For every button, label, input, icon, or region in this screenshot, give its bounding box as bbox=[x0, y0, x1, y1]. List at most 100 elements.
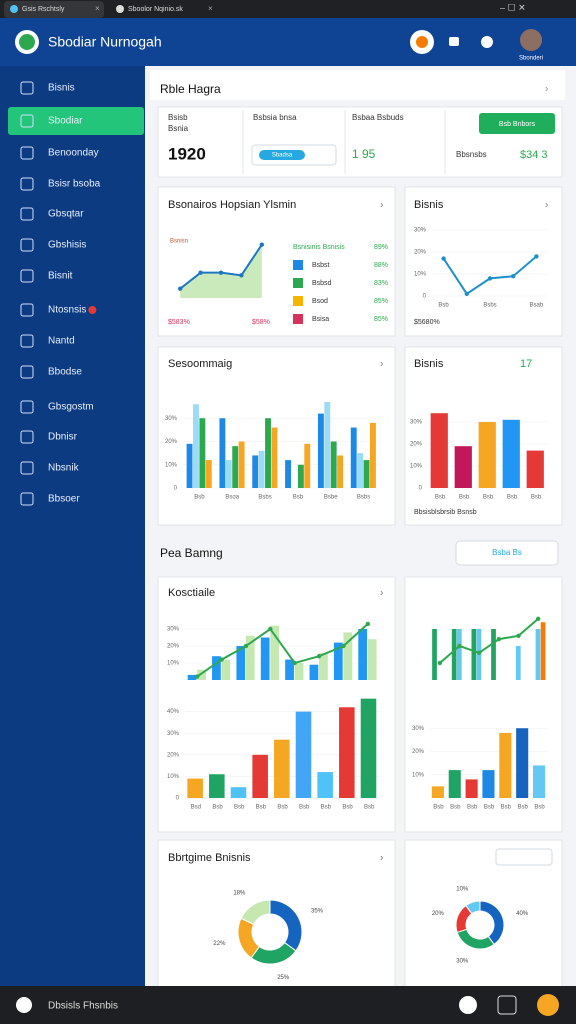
x-tick-label: Bsb bbox=[467, 805, 478, 811]
bar bbox=[526, 450, 544, 488]
icon-button[interactable] bbox=[481, 36, 493, 48]
card bbox=[157, 186, 396, 337]
bar bbox=[357, 453, 364, 488]
point bbox=[476, 650, 482, 655]
nav-item[interactable]: Bsisr bsoba bbox=[48, 179, 101, 190]
bar bbox=[304, 443, 311, 488]
slice-label: 35% bbox=[311, 909, 324, 915]
tab-close[interactable]: × bbox=[95, 4, 100, 13]
nav-item[interactable]: Ntosnsis bbox=[48, 305, 86, 316]
footer-button[interactable] bbox=[459, 996, 477, 1014]
footer-button[interactable] bbox=[537, 994, 559, 1016]
x-tick-label: Bsb bbox=[450, 805, 461, 811]
nav-icon bbox=[20, 207, 34, 221]
chevron: › bbox=[380, 359, 383, 370]
button[interactable] bbox=[479, 113, 555, 134]
bar bbox=[186, 443, 193, 488]
slice-label: 30% bbox=[456, 959, 469, 965]
chevron[interactable]: › bbox=[545, 84, 548, 95]
nav-item[interactable]: Bisnis bbox=[48, 83, 75, 94]
x-tick-label: Bsb bbox=[484, 805, 495, 811]
nav: Bisnis Sbodiar Benoonday Bsisr bsoba Gbsqtar… bbox=[8, 81, 144, 506]
nav-item[interactable]: Bisnit bbox=[48, 271, 73, 282]
point bbox=[496, 637, 502, 642]
area bbox=[180, 244, 262, 298]
footer-button[interactable] bbox=[497, 995, 517, 1015]
slice-label: 10% bbox=[456, 886, 469, 892]
point bbox=[535, 616, 541, 621]
y-tick-label: 10% bbox=[167, 774, 180, 780]
bar bbox=[343, 632, 353, 680]
y-tick-label: 20% bbox=[165, 439, 178, 445]
legend-swatch bbox=[293, 314, 303, 324]
bar bbox=[238, 441, 245, 488]
nav-item[interactable]: Bbsoer bbox=[48, 494, 80, 505]
window-controls[interactable]: – ☐ ✕ bbox=[500, 2, 526, 12]
nav-item[interactable]: Dbnisr bbox=[48, 432, 78, 443]
y-tick-label: 0 bbox=[423, 294, 427, 300]
x-tick-label: Bsb bbox=[438, 303, 449, 309]
summary-header bbox=[150, 70, 565, 100]
tab[interactable] bbox=[4, 1, 104, 18]
bar bbox=[197, 669, 206, 680]
chart-title: Bbrtgime Bnisnis bbox=[168, 852, 251, 864]
y-tick-label: 20% bbox=[410, 442, 423, 448]
y-tick-label: 30% bbox=[165, 416, 178, 422]
nav-item[interactable]: Gbsqtar bbox=[48, 209, 84, 220]
chart-footer: $5680% bbox=[414, 319, 440, 326]
bar bbox=[252, 754, 268, 798]
y-tick-label: 20% bbox=[412, 749, 425, 755]
nav-icon bbox=[20, 146, 34, 160]
stat-label: Bbsnsbs bbox=[456, 150, 487, 159]
logo bbox=[19, 34, 35, 50]
bar bbox=[205, 460, 212, 488]
nav-item[interactable]: Bbodse bbox=[48, 367, 82, 378]
point bbox=[259, 242, 264, 247]
legend-value: 83% bbox=[374, 280, 388, 287]
y-tick-label: 0 bbox=[419, 486, 423, 492]
y-tick-label: 30% bbox=[414, 228, 427, 234]
point bbox=[243, 643, 249, 649]
bar bbox=[309, 664, 319, 680]
x-tick-label: Bsb bbox=[277, 805, 288, 811]
x-tick-label: Bsb bbox=[364, 805, 375, 811]
nav-item[interactable]: Gbshisis bbox=[48, 240, 86, 251]
bar bbox=[430, 413, 448, 488]
toggle[interactable] bbox=[495, 848, 553, 866]
nav-icon bbox=[20, 430, 34, 444]
tab-close[interactable]: × bbox=[208, 4, 213, 13]
tab-title: Gsis Rschtsly bbox=[22, 6, 65, 13]
nav-item[interactable]: Nbsnik bbox=[48, 463, 80, 474]
chevron: › bbox=[380, 588, 383, 599]
bar bbox=[317, 772, 333, 798]
bar bbox=[270, 625, 280, 680]
bar bbox=[363, 460, 370, 488]
bar bbox=[258, 450, 265, 488]
bar bbox=[285, 460, 292, 488]
nav-item[interactable]: Gbsgostm bbox=[48, 402, 94, 413]
x-tick-label: Bsb bbox=[293, 495, 304, 501]
icon-button[interactable] bbox=[449, 37, 459, 46]
y-tick-label: 30% bbox=[167, 731, 180, 737]
point bbox=[464, 291, 469, 296]
y-tick-label: 20% bbox=[167, 752, 180, 758]
section-title: Pea Bamng bbox=[160, 546, 223, 560]
nav-item[interactable]: Sbodiar bbox=[48, 116, 83, 127]
avatar[interactable] bbox=[520, 29, 542, 51]
y-tick-label: 20% bbox=[167, 644, 180, 650]
nav-icon bbox=[20, 492, 34, 506]
footer-icon bbox=[16, 997, 32, 1013]
card bbox=[157, 839, 396, 1001]
bar bbox=[225, 460, 232, 488]
y-tick-label: 10% bbox=[167, 661, 180, 667]
pill[interactable] bbox=[455, 540, 559, 566]
nav-item[interactable]: Benoonday bbox=[48, 148, 99, 159]
chip bbox=[259, 150, 305, 160]
slice-label: 18% bbox=[233, 891, 246, 897]
bar bbox=[187, 674, 197, 680]
point bbox=[365, 621, 371, 627]
nav-item[interactable]: Nantd bbox=[48, 336, 75, 347]
chevron: › bbox=[545, 200, 548, 211]
bar bbox=[260, 637, 270, 680]
legend-name: Bsod bbox=[312, 298, 328, 305]
